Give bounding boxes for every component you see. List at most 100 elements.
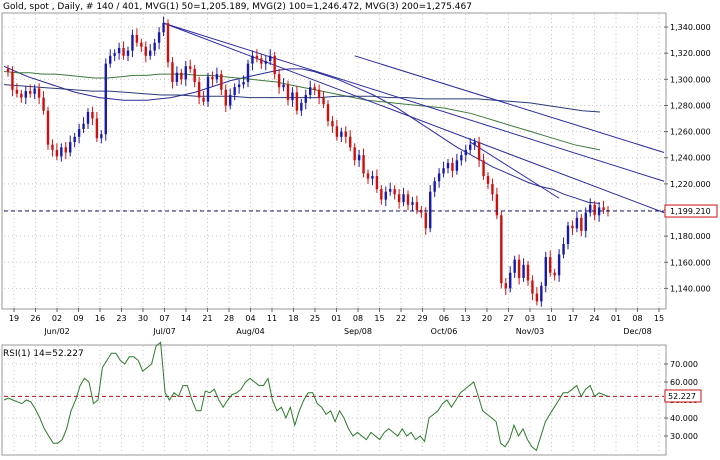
month-label: Dec/08 [623,327,651,336]
candle-body [264,61,267,64]
rsi-tick-label: 70.000 [670,360,698,369]
date-tick-label: 01 [611,314,621,323]
candle-body [220,74,223,90]
date-tick-label: 27 [503,314,513,323]
candle-body [389,189,392,192]
candle-body [557,254,561,276]
month-label: Jul/07 [152,327,176,336]
date-tick-label: 08 [632,314,642,323]
candle-body [104,63,107,135]
trend-line-4 [469,141,560,199]
candle-body [437,173,441,182]
candle-body [246,63,250,82]
candle-body [380,189,383,200]
ma-line-2 [3,71,601,151]
candle-body [509,272,512,289]
candle-body [157,32,161,43]
price-panel [1,12,667,310]
date-tick-label: 30 [138,314,148,323]
candle-body [473,142,476,145]
candle-body [277,74,281,88]
candle-body [349,136,352,148]
candle-body [175,72,179,82]
candle-body [544,257,547,286]
candle-body [531,280,534,294]
candle-body [322,97,325,105]
moving-averages [3,65,601,204]
price-tick-label: 1,300.000 [670,75,711,84]
candle-body [584,212,587,231]
date-tick-label: 02 [52,314,62,323]
candle-body [149,50,152,56]
candle-body [495,194,499,216]
candle-body [184,66,187,80]
candle-body [535,293,539,302]
date-tick-label: 22 [396,314,406,323]
date-tick-label: 03 [525,314,535,323]
date-tick-label: 28 [224,314,234,323]
candle-body [411,202,414,205]
candle-body [362,155,365,174]
candle-body [29,91,32,94]
candle-body [313,87,316,90]
price-grid [4,14,664,308]
rsi-line [3,341,609,452]
candle-body [77,128,81,137]
candle-body [317,89,321,98]
candle-body [420,210,423,213]
candle-body [269,55,272,62]
candle-body [109,55,112,64]
date-tick-label: 18 [288,314,298,323]
candle-body [295,92,299,111]
candle-body [193,68,196,82]
candle-body [286,84,290,101]
trend-line-2 [163,22,665,182]
candle-body [526,264,530,281]
candle-body [406,194,410,205]
candle-body [42,97,45,111]
price-tick-label: 1,340.000 [670,23,711,32]
candle-body [282,84,285,88]
candle-body [371,176,374,179]
candle-body [353,147,356,161]
rsi-last-label: 52.227 [668,392,696,401]
candle-body [415,202,419,210]
candle-body [153,42,156,51]
candle-body [402,194,405,203]
candle-body [144,46,147,56]
candle-body [20,93,23,98]
candle-body [24,91,27,98]
candle-body [504,283,507,289]
candle-body [477,142,481,161]
candle-body [291,92,294,101]
date-tick-label: 11 [267,314,277,323]
candle-body [331,121,334,127]
date-tick-label: 10 [546,314,556,323]
candle-body [375,176,379,190]
candle-body [86,112,90,124]
date-tick-label: 14 [181,314,191,323]
date-tick-label: 24 [589,314,599,323]
last-price-box [664,204,718,218]
date-tick-label: 13 [460,314,470,323]
candle-body [229,95,232,106]
date-tick-label: 20 [482,314,492,323]
trend-line-1 [163,22,665,214]
candle-body [429,191,432,229]
trend-lines [163,22,665,214]
candle-body [357,155,361,161]
candle-body [180,72,183,80]
candle-body [73,136,76,143]
candle-body [486,176,490,184]
candle-body [522,264,525,278]
candle-body [37,88,41,98]
candle-body [46,110,50,145]
candle-body [424,212,427,229]
month-label: Oct/06 [431,327,458,336]
month-label: Aug/04 [236,327,265,336]
price-tick-label: 1,260.000 [670,128,711,137]
date-tick-label: 15 [374,314,384,323]
candle-body [344,131,347,137]
candle-body [455,160,459,171]
